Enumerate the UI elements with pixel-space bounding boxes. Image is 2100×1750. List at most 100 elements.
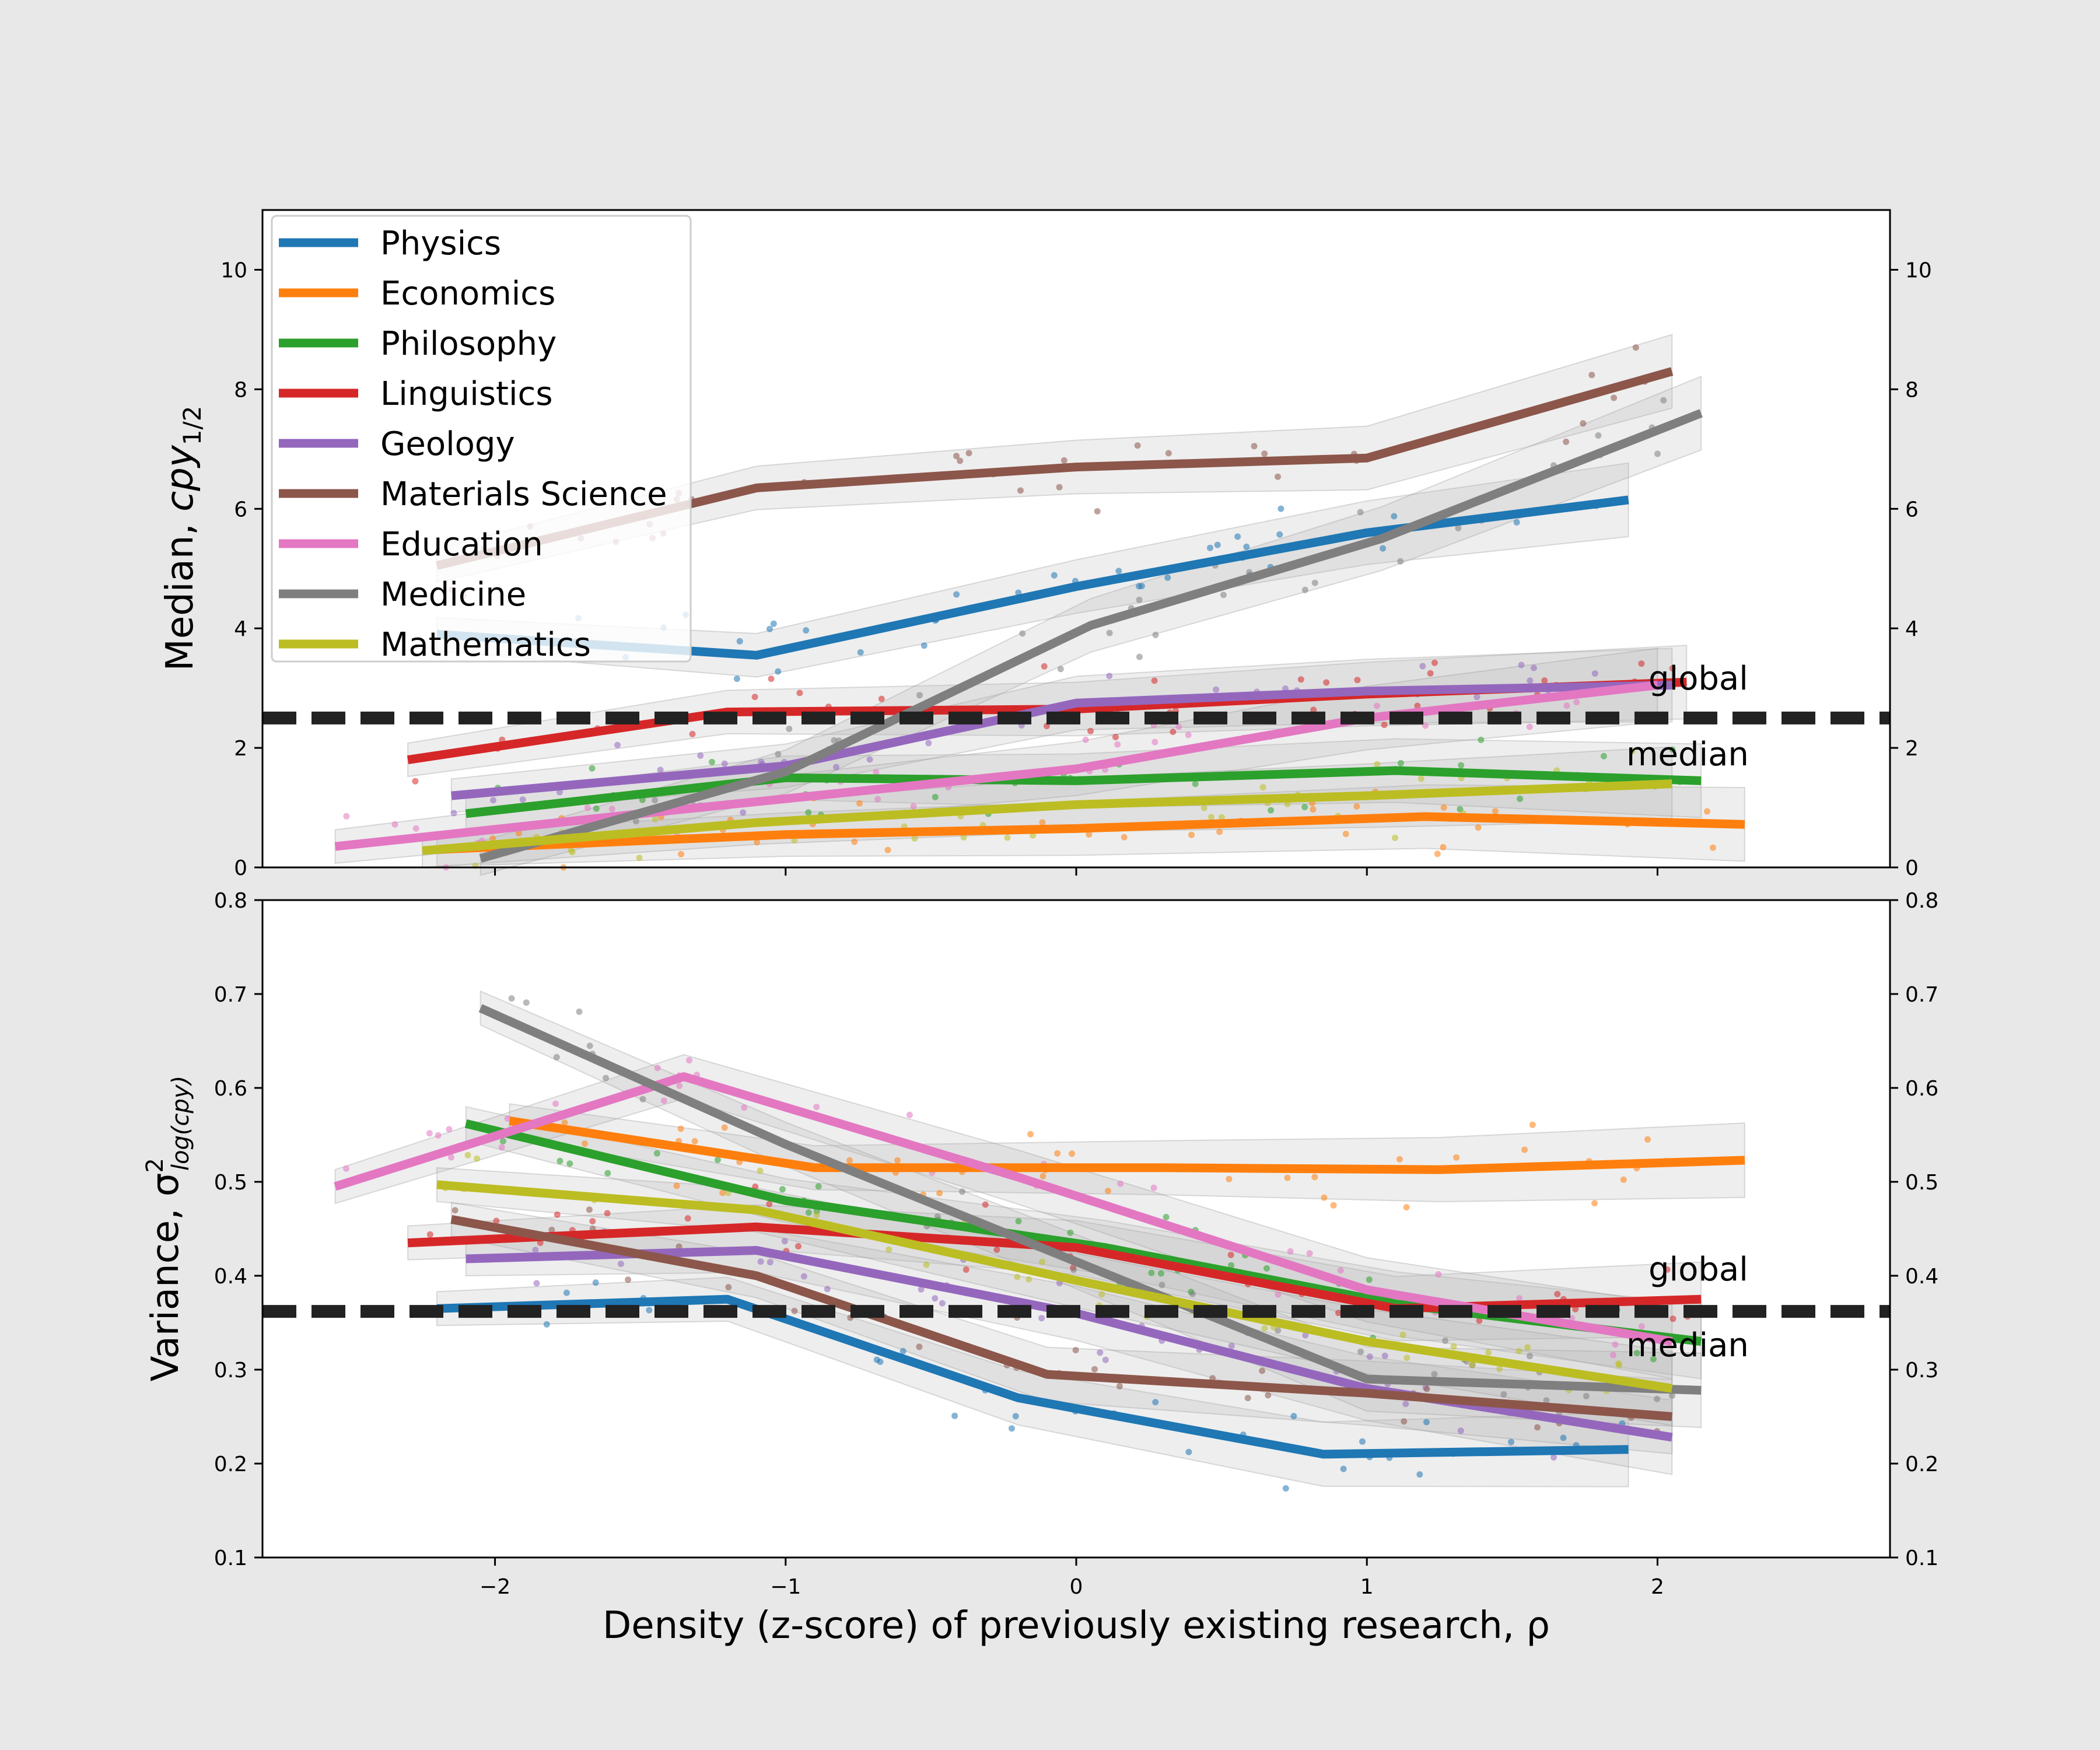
bot-ytick-label-right: 0.8 — [1905, 889, 1938, 913]
bot-ytick-label-left: 0.7 — [214, 983, 247, 1007]
top-scatter-point-materials-science — [1060, 457, 1068, 464]
bot-scatter-point-medicine — [1158, 1282, 1166, 1289]
legend-frame — [271, 215, 692, 663]
bot-ytick-label-right: 0.6 — [1905, 1077, 1938, 1101]
top-scatter-point-education — [1374, 702, 1380, 709]
bot-scatter-point-philosophy — [1650, 1356, 1657, 1363]
top-scatter-point-economics — [884, 846, 891, 853]
top-scatter-point-geology — [1106, 673, 1113, 680]
top-scatter-point-geology — [866, 756, 873, 763]
bot-scatter-point-education — [1150, 1184, 1157, 1191]
top-scatter-point-physics — [1243, 543, 1250, 550]
top-scatter-point-philosophy — [709, 758, 715, 765]
top-scatter-point-physics — [736, 638, 743, 645]
bot-scatter-point-geology — [1402, 1401, 1409, 1408]
top-scatter-point-economics — [856, 800, 863, 807]
top-scatter-point-geology — [740, 809, 747, 816]
bot-scatter-point-philosophy — [1148, 1269, 1155, 1276]
top-scatter-point-linguistics — [1151, 677, 1158, 684]
top-scatter-point-linguistics — [1431, 659, 1438, 666]
legend-label-economics: Economics — [380, 275, 555, 313]
bot-scatter-point-mathematics — [1485, 1349, 1492, 1356]
top-scatter-point-medicine — [1136, 596, 1143, 603]
bot-scatter-point-mathematics — [1516, 1348, 1522, 1354]
top-ytick-label-left: 4 — [234, 617, 247, 641]
bot-ytick-label-right: 0.1 — [1905, 1546, 1938, 1570]
bot-scatter-point-medicine — [639, 1096, 646, 1102]
bot-scatter-point-philosophy — [1163, 1214, 1170, 1220]
bot-scatter-point-education — [676, 1082, 683, 1089]
top-scatter-point-philosophy — [1268, 807, 1275, 814]
top-scatter-point-medicine — [1019, 630, 1026, 637]
bot-scatter-point-physics — [1282, 1485, 1289, 1492]
bot-scatter-point-linguistics — [1664, 1266, 1671, 1273]
bot-scatter-point-mathematics — [757, 1167, 764, 1174]
top-scatter-point-medicine — [1455, 524, 1462, 531]
top-scatter-point-economics — [1434, 850, 1441, 858]
bot-ytick-label-right: 0.5 — [1905, 1171, 1938, 1195]
top-scatter-point-physics — [1164, 574, 1171, 581]
bot-scatter-point-mathematics — [1098, 1291, 1105, 1298]
bot-scatter-point-economics — [1105, 1188, 1111, 1194]
bot-scatter-point-physics — [1416, 1471, 1423, 1478]
top-scatter-point-mathematics — [960, 834, 967, 841]
bot-line-mathematics — [436, 1180, 1673, 1393]
xtick-label: 1 — [1360, 1575, 1374, 1599]
top-scatter-point-economics — [1492, 808, 1499, 815]
bot-scatter-point-education — [660, 1097, 667, 1104]
top-ytick-label-right: 4 — [1905, 617, 1919, 641]
top-scatter-point-linguistics — [1170, 729, 1177, 735]
bot-scatter-point-economics — [936, 1189, 943, 1196]
top-scatter-point-philosophy — [1192, 780, 1199, 788]
top-ytick-label-right: 8 — [1905, 378, 1919, 402]
top-scatter-point-materials-science — [957, 457, 964, 464]
bot-scatter-point-economics — [1311, 1174, 1318, 1181]
top-scatter-point-medicine — [1301, 586, 1308, 593]
top-scatter-point-linguistics — [689, 730, 696, 737]
bot-scatter-point-education — [446, 1126, 453, 1133]
top-scatter-point-geology — [925, 740, 932, 747]
top-scatter-point-mathematics — [1418, 775, 1424, 782]
top-scatter-point-education — [874, 796, 881, 803]
top-scatter-point-mathematics — [1004, 834, 1011, 841]
top-ytick-label-right: 2 — [1905, 737, 1919, 761]
top-ytick-label-right: 10 — [1905, 258, 1932, 282]
bot-ytick-label-left: 0.5 — [214, 1171, 247, 1195]
bot-scatter-point-materials-science — [1534, 1424, 1541, 1431]
bot-scatter-point-physics — [1185, 1448, 1192, 1455]
top-scatter-point-philosophy — [1517, 795, 1524, 802]
top-scatter-point-physics — [1214, 541, 1221, 548]
bot-scatter-point-mathematics — [1450, 1343, 1457, 1350]
bot-scatter-point-physics — [1152, 1399, 1159, 1406]
top-scatter-point-physics — [1380, 545, 1387, 552]
bot-scatter-point-education — [1612, 1341, 1619, 1348]
top-scatter-point-linguistics — [1414, 702, 1421, 709]
bot-scatter-point-medicine — [1070, 1266, 1077, 1273]
top-scatter-point-education — [873, 769, 880, 776]
bot-scatter-point-economics — [1396, 1156, 1403, 1163]
bot-scatter-point-physics — [1423, 1419, 1430, 1426]
bot-scatter-point-philosophy — [815, 1183, 822, 1190]
bot-scatter-point-linguistics — [1670, 1315, 1676, 1322]
top-scatter-point-medicine — [1136, 653, 1143, 660]
bot-scatter-point-linguistics — [1227, 1251, 1234, 1258]
top-line-economics — [436, 812, 1745, 854]
bot-scatter-point-mathematics — [1014, 1273, 1021, 1280]
bot-line-medicine — [478, 1004, 1702, 1395]
bot-scatter-point-geology — [824, 1286, 831, 1293]
top-scatter-point-materials-science — [1563, 438, 1570, 445]
top-y-label-subscript: 1/2 — [178, 406, 206, 446]
top-scatter-point-linguistics — [1427, 670, 1434, 677]
top-scatter-point-philosophy — [1301, 804, 1308, 810]
bot-scatter-point-education — [1275, 1291, 1282, 1298]
top-scatter-point-economics — [1475, 824, 1482, 831]
bot-scatter-point-medicine — [1654, 1395, 1661, 1402]
bot-scatter-point-materials-science — [1072, 1347, 1079, 1353]
top-scatter-point-linguistics — [768, 676, 775, 682]
bot-scatter-point-philosophy — [556, 1157, 564, 1164]
bot-scatter-point-education — [686, 1057, 692, 1064]
bot-scatter-point-education — [498, 1144, 505, 1151]
top-scatter-point-linguistics — [1323, 679, 1330, 686]
top-scatter-point-economics — [678, 850, 684, 858]
bot-scatter-point-medicine — [959, 1188, 965, 1195]
